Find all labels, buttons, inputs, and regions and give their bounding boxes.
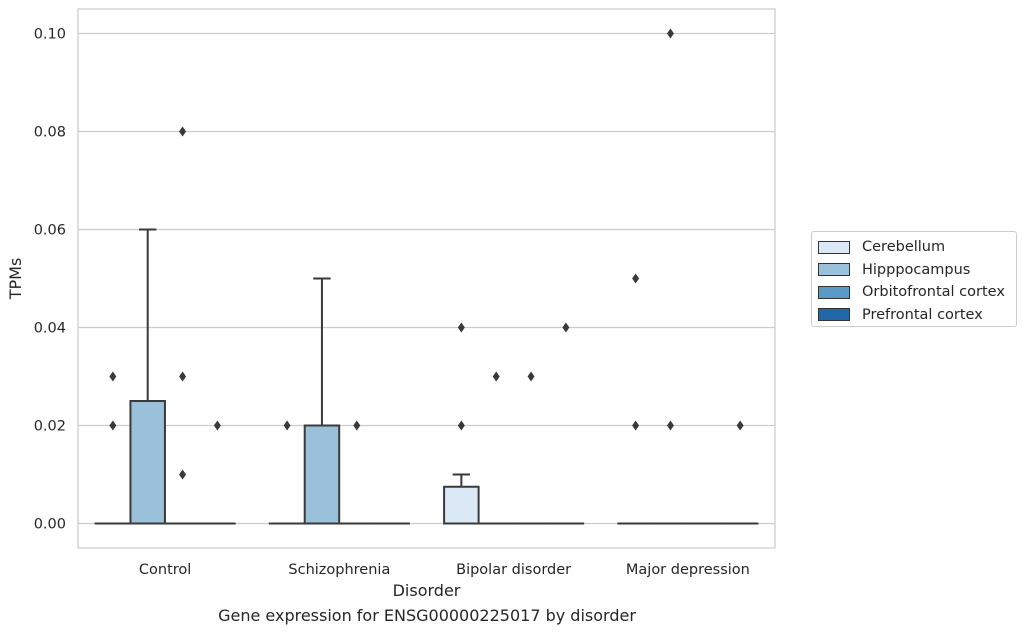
y-tick-labels: 0.00 0.02 0.04 0.06 0.08 0.10 bbox=[34, 27, 66, 533]
y-tick-label: 0.06 bbox=[34, 223, 66, 239]
outlier-point bbox=[666, 420, 674, 431]
outlier-point bbox=[562, 322, 570, 333]
outlier-point bbox=[283, 420, 291, 431]
outlier-point bbox=[666, 28, 674, 39]
outlier-point bbox=[353, 420, 361, 431]
outlier-point bbox=[457, 322, 465, 333]
y-tick-label: 0.04 bbox=[34, 321, 66, 337]
outlier-point bbox=[527, 371, 535, 382]
plot-frame bbox=[77, 8, 776, 549]
legend-item: Hipppocampus bbox=[818, 259, 1016, 282]
chart-caption: Gene expression for ENSG00000225017 by d… bbox=[218, 606, 636, 625]
outlier-point bbox=[736, 420, 744, 431]
legend-swatch bbox=[818, 240, 850, 254]
legend-label: Hipppocampus bbox=[862, 261, 971, 278]
outlier-point bbox=[632, 420, 640, 431]
legend-label: Prefrontal cortex bbox=[862, 306, 983, 323]
outlier-point bbox=[179, 469, 187, 480]
y-tick-label: 0.00 bbox=[34, 517, 66, 533]
legend-label: Cerebellum bbox=[862, 239, 946, 256]
x-tick-label: Control bbox=[139, 562, 191, 578]
outlier-point bbox=[492, 371, 500, 382]
outlier-point bbox=[179, 126, 187, 137]
outlier-point bbox=[213, 420, 221, 431]
legend-swatch bbox=[818, 308, 850, 322]
outlier-point bbox=[179, 371, 187, 382]
legend-item: Prefrontal cortex bbox=[818, 304, 1016, 327]
y-tick-label: 0.08 bbox=[34, 125, 66, 141]
legend-label: Orbitofrontal cortex bbox=[862, 284, 1005, 301]
outlier-point bbox=[109, 371, 117, 382]
box bbox=[303, 424, 341, 525]
legend-swatch bbox=[818, 263, 850, 277]
x-axis-label: Disorder bbox=[393, 581, 461, 600]
grid-lines bbox=[78, 32, 775, 525]
box bbox=[129, 400, 166, 525]
x-tick-label: Schizophrenia bbox=[288, 562, 390, 578]
legend-item: Orbitofrontal cortex bbox=[818, 281, 1016, 304]
box-plot-marks bbox=[94, 28, 759, 525]
y-axis-label: TPMs bbox=[6, 258, 25, 301]
x-tick-labels: Control Schizophrenia Bipolar disorder Majo… bbox=[139, 562, 750, 578]
outlier-point bbox=[457, 420, 465, 431]
legend-swatch bbox=[818, 285, 850, 299]
outlier-point bbox=[109, 420, 117, 431]
y-tick-label: 0.02 bbox=[34, 419, 66, 435]
x-tick-label: Major depression bbox=[626, 562, 750, 578]
legend: Cerebellum Hipppocampus Orbitofrontal cort… bbox=[811, 231, 1017, 327]
x-tick-label: Bipolar disorder bbox=[456, 562, 571, 578]
outlier-point bbox=[632, 273, 640, 284]
box bbox=[443, 485, 480, 525]
y-tick-label: 0.10 bbox=[34, 27, 66, 43]
legend-item: Cerebellum bbox=[818, 236, 1016, 259]
